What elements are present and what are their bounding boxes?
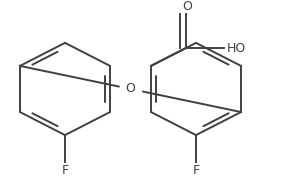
Text: O: O: [125, 83, 135, 95]
Text: HO: HO: [226, 42, 246, 55]
Text: F: F: [61, 164, 69, 176]
Text: O: O: [183, 0, 193, 13]
Text: F: F: [193, 164, 200, 176]
